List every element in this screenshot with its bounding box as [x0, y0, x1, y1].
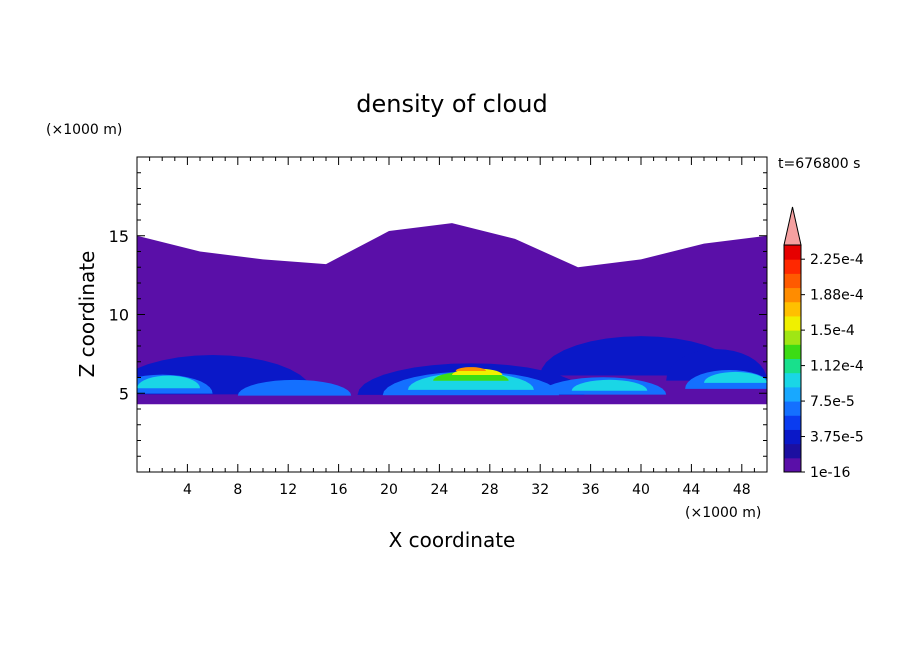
- colorbar-swatch: [784, 429, 801, 445]
- colorbar-label: 1e-16: [810, 465, 850, 481]
- x-tick-label: 48: [733, 482, 751, 498]
- chart-title: density of cloud: [356, 90, 547, 118]
- colorbar-swatch: [784, 386, 801, 402]
- colorbar-swatch: [784, 330, 801, 345]
- colorbar-over-arrow: [783, 206, 802, 246]
- y-tick-label: 15: [109, 227, 129, 246]
- y-unit-label: (×1000 m): [46, 122, 122, 138]
- colorbar-label: 1.12e-4: [810, 359, 864, 375]
- colorbar-swatch: [784, 273, 801, 289]
- plot-area: [137, 223, 767, 405]
- x-tick-label: 8: [233, 482, 242, 498]
- colorbar-label: 3.75e-5: [810, 430, 864, 446]
- colorbar-swatch: [784, 301, 801, 317]
- colorbar-swatch: [784, 344, 801, 359]
- x-tick-label: 28: [481, 482, 499, 498]
- cloud-region: [704, 371, 767, 383]
- colorbar-label: 1.5e-4: [810, 323, 855, 339]
- cloud-region: [571, 379, 648, 391]
- time-label: t=676800 s: [778, 156, 860, 172]
- x-tick-label: 20: [380, 482, 398, 498]
- colorbar-swatch: [784, 401, 801, 416]
- colorbar-swatch: [784, 415, 801, 430]
- colorbar-swatch: [784, 457, 801, 473]
- colorbar-swatch: [784, 287, 801, 303]
- colorbar-label: 1.88e-4: [810, 288, 864, 304]
- cloud-region: [137, 375, 200, 389]
- colorbar-label: 7.5e-5: [810, 394, 855, 410]
- cloud-region: [237, 379, 352, 396]
- x-tick-label: 40: [632, 482, 650, 498]
- colorbar-swatch: [784, 245, 801, 260]
- x-tick-label: 36: [582, 482, 600, 498]
- cloud-region: [455, 367, 487, 372]
- x-tick-label: 24: [430, 482, 448, 498]
- y-tick-label: 5: [119, 384, 129, 403]
- colorbar-swatch: [784, 372, 801, 388]
- x-axis-label: X coordinate: [389, 528, 516, 552]
- y-axis-label: Z coordinate: [75, 251, 99, 378]
- colorbar-swatch: [784, 259, 801, 274]
- x-tick-label: 4: [183, 482, 192, 498]
- x-tick-label: 16: [330, 482, 348, 498]
- colorbar: 1e-16 3.75e-5 7.5e-5 1.12e-4 1.5e-4 1.88e-4 2.…: [783, 206, 864, 481]
- colorbar-swatch: [784, 358, 801, 374]
- colorbar-swatch: [784, 443, 801, 459]
- x-tick-label: 32: [531, 482, 549, 498]
- x-tick-label: 12: [279, 482, 297, 498]
- x-tick-label: 44: [682, 482, 700, 498]
- colorbar-frame: [783, 244, 802, 473]
- y-tick-label: 10: [109, 306, 129, 325]
- colorbar-swatch: [784, 315, 801, 331]
- colorbar-label: 2.25e-4: [810, 252, 864, 268]
- x-unit-label: (×1000 m): [685, 505, 761, 521]
